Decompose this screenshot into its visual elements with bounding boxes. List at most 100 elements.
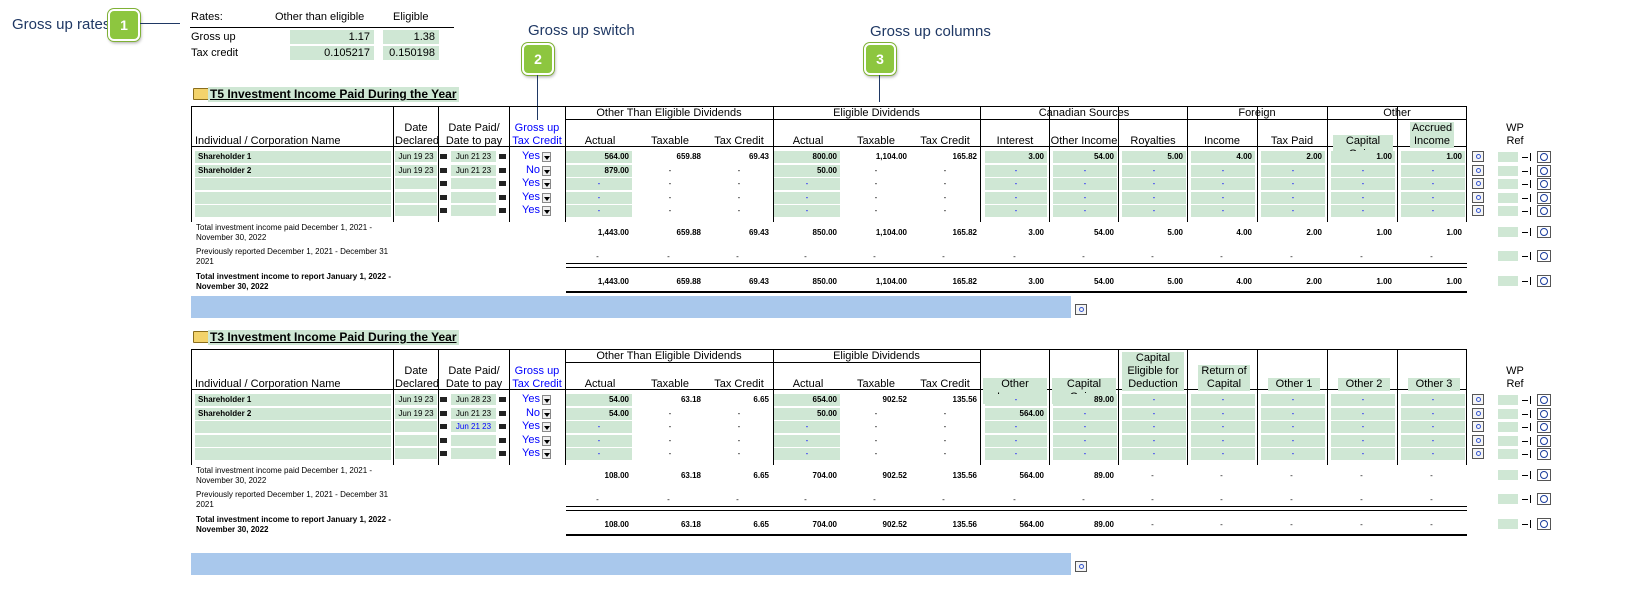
t5-summary-add-icon[interactable] xyxy=(1537,275,1551,287)
t5-row-cell[interactable]: 1.00 xyxy=(1401,151,1465,163)
t3-row-cell[interactable]: - xyxy=(1261,421,1325,433)
t5-row-gross-up-select[interactable]: Yes xyxy=(522,150,540,162)
t5-row-wp-ref[interactable] xyxy=(1498,192,1518,203)
t5-row-cell[interactable]: 5.00 xyxy=(1122,151,1186,163)
t3-row-date-declared-picker-icon[interactable] xyxy=(440,451,447,456)
t3-row-cell[interactable]: - xyxy=(1261,448,1325,460)
t5-summary-wp-ref[interactable] xyxy=(1498,227,1518,237)
t5-row-cell[interactable]: - xyxy=(1122,164,1186,177)
t3-row-cell[interactable]: - xyxy=(1331,407,1395,420)
t3-row-date-declared[interactable] xyxy=(395,421,437,432)
t5-row-cell[interactable]: - xyxy=(1331,178,1395,190)
t3-row-name[interactable]: Shareholder 2 xyxy=(195,407,391,420)
t3-row-gross-up-select[interactable]: No xyxy=(525,406,540,419)
t5-row-edit-icon[interactable] xyxy=(1472,151,1484,162)
t3-row-edit-icon[interactable] xyxy=(1472,421,1484,432)
t3-summary-wp-ref[interactable] xyxy=(1498,494,1518,504)
t3-row-date-paid[interactable]: Jun 21 23 xyxy=(451,421,496,432)
t5-row-cell[interactable]: - xyxy=(985,205,1047,217)
t5-row-date-paid[interactable]: Jun 21 23 xyxy=(451,164,496,176)
t3-row-date-paid[interactable]: Jun 28 23 xyxy=(451,394,496,405)
t3-row-gross-up-dropdown-icon[interactable] xyxy=(542,449,551,459)
t3-row-gross-up-dropdown-icon[interactable] xyxy=(542,408,551,419)
t5-row-gross-up-select[interactable]: Yes xyxy=(522,190,540,203)
t5-row-cell[interactable]: 3.00 xyxy=(985,151,1047,163)
t5-row-cell[interactable]: - xyxy=(566,178,632,190)
t3-row-cell[interactable]: - xyxy=(774,434,840,447)
t3-row-cell[interactable]: - xyxy=(1053,434,1117,447)
t5-row-gross-up-dropdown-icon[interactable] xyxy=(542,192,551,203)
t3-row-cell[interactable]: - xyxy=(774,448,840,460)
t5-row-date-paid-picker-icon[interactable] xyxy=(499,154,506,159)
t5-row-date-paid[interactable] xyxy=(451,191,496,203)
t3-notes-edit-icon[interactable] xyxy=(1075,561,1087,572)
t5-row-date-declared[interactable] xyxy=(395,205,437,216)
t3-row-date-paid-picker-icon[interactable] xyxy=(499,437,506,443)
t5-row-cell[interactable]: - xyxy=(1261,178,1325,190)
t3-row-add-icon[interactable] xyxy=(1537,434,1551,447)
t3-row-date-declared-picker-icon[interactable] xyxy=(440,437,447,443)
t3-row-wp-ref[interactable] xyxy=(1498,449,1518,459)
t3-summary-add-icon[interactable] xyxy=(1537,469,1551,481)
t5-summary-wp-ref[interactable] xyxy=(1498,251,1518,261)
t3-row-wp-ref[interactable] xyxy=(1498,408,1518,419)
t5-row-edit-icon[interactable] xyxy=(1472,205,1484,216)
t3-row-cell[interactable]: - xyxy=(1191,394,1255,406)
t5-row-cell[interactable]: - xyxy=(1053,178,1117,190)
t5-row-cell[interactable]: - xyxy=(774,178,840,190)
t3-row-cell[interactable]: - xyxy=(1401,448,1465,460)
t3-row-name[interactable] xyxy=(195,434,391,447)
t5-row-wp-ref[interactable] xyxy=(1498,206,1518,216)
t3-row-date-paid-picker-icon[interactable] xyxy=(499,410,506,416)
t5-row-edit-icon[interactable] xyxy=(1472,178,1484,189)
t3-summary-wp-ref[interactable] xyxy=(1498,470,1518,480)
t3-row-cell[interactable]: - xyxy=(1401,421,1465,433)
t3-row-cell[interactable]: - xyxy=(985,448,1047,460)
t5-row-wp-ref[interactable] xyxy=(1498,165,1518,176)
t5-row-date-paid-picker-icon[interactable] xyxy=(499,208,506,213)
t5-row-cell[interactable]: - xyxy=(1122,178,1186,190)
folder-icon[interactable] xyxy=(193,331,209,343)
t3-row-cell[interactable]: - xyxy=(1261,394,1325,406)
t3-row-cell[interactable]: - xyxy=(566,448,632,460)
t5-row-cell[interactable]: 800.00 xyxy=(774,151,840,163)
t3-row-date-declared[interactable]: Jun 19 23 xyxy=(395,407,437,419)
t3-row-cell[interactable]: - xyxy=(1331,394,1395,406)
t3-row-cell[interactable]: - xyxy=(1191,434,1255,447)
t3-row-edit-icon[interactable] xyxy=(1472,407,1484,419)
t5-row-cell[interactable]: - xyxy=(1191,178,1255,190)
t5-row-name[interactable] xyxy=(195,191,391,204)
t5-row-date-declared-picker-icon[interactable] xyxy=(440,167,447,173)
t3-row-cell[interactable]: 54.00 xyxy=(566,407,632,420)
t5-row-cell[interactable]: - xyxy=(1122,191,1186,204)
t5-summary-add-icon[interactable] xyxy=(1537,226,1551,238)
t5-row-cell[interactable]: 1.00 xyxy=(1331,151,1395,163)
t3-row-cell[interactable]: - xyxy=(1122,434,1186,447)
t3-row-gross-up-dropdown-icon[interactable] xyxy=(542,435,551,446)
t5-row-cell[interactable]: - xyxy=(985,178,1047,190)
t5-row-cell[interactable]: 54.00 xyxy=(1053,151,1117,163)
t5-row-name[interactable]: Shareholder 1 xyxy=(195,151,391,163)
t5-row-date-declared[interactable]: Jun 19 23 xyxy=(395,151,437,162)
t5-row-cell[interactable]: - xyxy=(774,191,840,204)
t3-row-cell[interactable]: - xyxy=(1053,421,1117,433)
t3-row-date-paid[interactable]: Jun 21 23 xyxy=(451,407,496,419)
t5-row-date-paid[interactable] xyxy=(451,178,496,189)
t3-row-gross-up-select[interactable]: Yes xyxy=(522,420,540,432)
t3-row-edit-icon[interactable] xyxy=(1472,434,1484,446)
t3-row-add-icon[interactable] xyxy=(1537,407,1551,420)
t5-row-date-paid[interactable]: Jun 21 23 xyxy=(451,151,496,162)
t3-row-cell[interactable]: - xyxy=(985,394,1047,406)
t3-row-cell[interactable]: - xyxy=(1191,407,1255,420)
t5-row-edit-icon[interactable] xyxy=(1472,191,1484,203)
t3-row-cell[interactable]: 54.00 xyxy=(566,394,632,406)
t5-row-cell[interactable]: 2.00 xyxy=(1261,151,1325,163)
t5-row-cell[interactable]: - xyxy=(566,191,632,204)
t5-row-add-icon[interactable] xyxy=(1537,151,1551,163)
t5-row-wp-ref[interactable] xyxy=(1498,179,1518,189)
t5-row-cell[interactable]: - xyxy=(1331,191,1395,204)
t3-summary-wp-ref[interactable] xyxy=(1498,519,1518,529)
t5-row-cell[interactable]: 564.00 xyxy=(566,151,632,163)
folder-icon[interactable] xyxy=(193,88,209,100)
t5-summary-wp-ref[interactable] xyxy=(1498,276,1518,286)
